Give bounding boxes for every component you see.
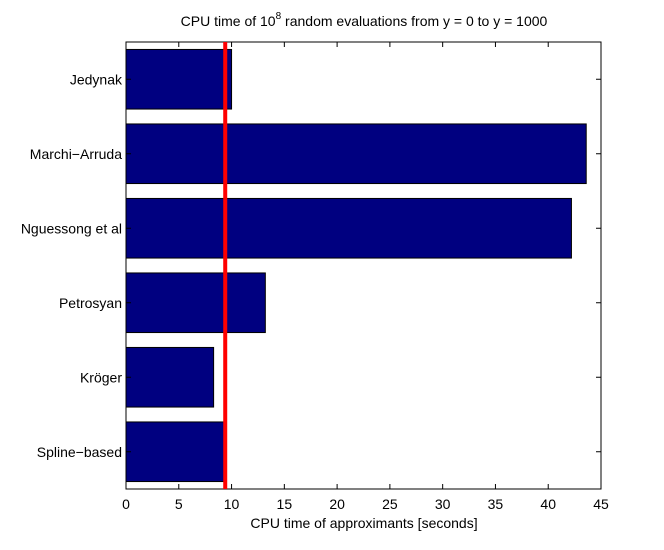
x-tick-label-25: 25 (382, 496, 398, 512)
x-tick-label-30: 30 (435, 496, 451, 512)
bar-0 (125, 48, 233, 110)
category-label-5: Spline−based (37, 444, 122, 460)
x-tick-label-5: 5 (175, 496, 183, 512)
chart-title: CPU time of 108 random evaluations from … (181, 11, 548, 29)
category-label-1: Marchi−Arruda (30, 146, 122, 162)
x-tick-label-35: 35 (488, 496, 504, 512)
x-tick-label-15: 15 (277, 496, 293, 512)
x-tick-label-45: 45 (593, 496, 609, 512)
x-tick-label-20: 20 (329, 496, 345, 512)
chart-title-suffix: random evaluations from y = 0 to y = 100… (281, 13, 547, 29)
bar-2 (125, 197, 572, 259)
bar-4 (125, 346, 215, 408)
bar-5 (125, 421, 226, 483)
chart-title-superscript: 8 (276, 11, 282, 22)
x-tick-label-0: 0 (122, 496, 130, 512)
x-tick-label-40: 40 (540, 496, 556, 512)
bar-3 (125, 272, 266, 334)
category-label-4: Kröger (80, 369, 122, 385)
category-label-3: Petrosyan (59, 295, 122, 311)
plot-area: 0 5 10 15 20 25 30 35 40 45 Jedynak Marchi−Arruda Ng… (21, 41, 609, 512)
category-label-2: Nguessong et al (21, 220, 122, 236)
category-label-0: Jedynak (70, 71, 123, 87)
axes-frame (125, 41, 602, 490)
x-axis-title: CPU time of approximants [seconds] (250, 515, 477, 531)
x-tick-label-10: 10 (224, 496, 240, 512)
chart-title-prefix: CPU time of 10 (181, 13, 276, 29)
bar-1 (125, 123, 587, 185)
